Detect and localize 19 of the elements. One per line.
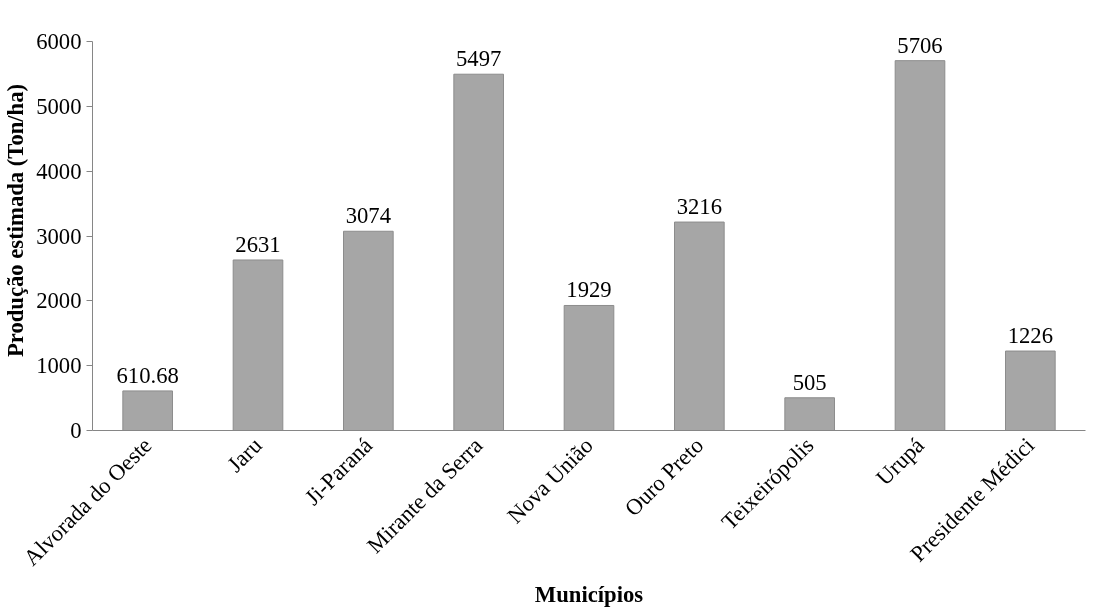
y-axis-title: Produção estimada (Ton/ha) (3, 83, 29, 358)
data-label: 2631 (235, 231, 281, 257)
y-tick-label: 4000 (36, 158, 82, 184)
y-tick-label: 6000 (36, 29, 82, 55)
data-label: 1226 (1007, 323, 1053, 349)
data-label: 505 (792, 369, 827, 395)
x-axis-title: Municípios (534, 582, 644, 608)
data-label: 3074 (345, 203, 391, 229)
y-tick-label: 2000 (36, 288, 82, 314)
data-label: 5706 (897, 32, 943, 58)
data-label: 5497 (456, 46, 502, 72)
y-tick-label: 3000 (36, 223, 82, 249)
data-label: 1929 (566, 277, 612, 303)
data-label: 610.68 (116, 362, 179, 388)
x-tick-label: Jaru (222, 432, 267, 478)
y-tick-label: 0 (70, 418, 82, 443)
y-tick-label: 1000 (36, 353, 82, 379)
data-label: 3216 (676, 194, 722, 220)
y-tick-label: 5000 (36, 93, 82, 119)
